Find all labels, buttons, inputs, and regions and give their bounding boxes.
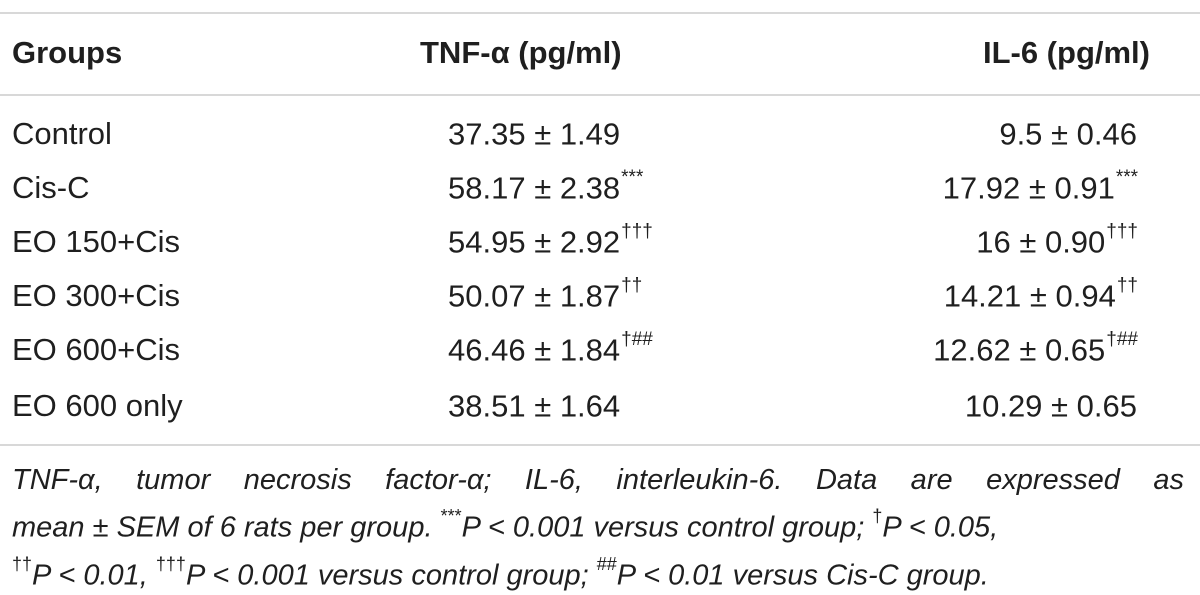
footnote-text: P < 0.001 versus control group;: [461, 511, 873, 544]
cell-il6-mark: †††: [1106, 221, 1138, 242]
cell-group: EO 600+Cis: [12, 332, 181, 367]
header-il6: IL-6 (pg/ml): [982, 35, 1150, 70]
header-groups: Groups: [12, 35, 123, 70]
cell-tnf-value: 38.51 ± 1.64: [448, 388, 621, 424]
footnote-sup: ##: [596, 553, 617, 574]
cell-group: EO 150+Cis: [12, 224, 181, 259]
cell-il6: 14.21 ± 0.94††: [943, 276, 1138, 314]
footnote-text: mean ± SEM of 6 rats per group.: [12, 511, 441, 544]
cell-il6-value: 10.29 ± 0.65: [964, 388, 1137, 424]
cell-il6-mark: ***: [1115, 167, 1138, 188]
cell-tnf: 37.35 ± 1.49: [448, 118, 621, 149]
cell-il6: 17.92 ± 0.91***: [942, 168, 1138, 206]
cell-il6-value: 12.62 ± 0.65: [933, 332, 1106, 368]
cell-il6-mark: †##: [1106, 329, 1138, 350]
cell-tnf: 50.07 ± 1.87††: [448, 276, 642, 314]
cell-group: Cis-C: [12, 170, 90, 205]
bottom-rule: [0, 444, 1200, 446]
footnote-sup: †: [872, 506, 883, 526]
cell-tnf-value: 50.07 ± 1.87: [448, 278, 621, 314]
footnote-text: P < 0.05,: [882, 511, 999, 544]
cell-il6-value: 14.21 ± 0.94: [943, 278, 1116, 314]
cell-tnf-mark: ***: [621, 167, 644, 188]
cell-group: EO 300+Cis: [12, 278, 181, 313]
cell-group: EO 600 only: [12, 388, 183, 423]
cell-il6: 10.29 ± 0.65: [965, 390, 1138, 421]
cell-tnf-value: 54.95 ± 2.92: [448, 224, 621, 260]
footnote-sup: †††: [155, 553, 186, 574]
footnote-line-2: mean ± SEM of 6 rats per group. ***P < 0…: [12, 500, 1184, 548]
cell-il6-value: 16 ± 0.90: [976, 224, 1106, 260]
table-footnote: TNF-α, tumor necrosis factor-α; IL-6, in…: [12, 460, 1184, 595]
header-tnf: TNF-α (pg/ml): [420, 35, 622, 70]
cell-il6: 16 ± 0.90†††: [976, 222, 1138, 260]
footnote-line-1: TNF-α, tumor necrosis factor-α; IL-6, in…: [12, 464, 1184, 496]
footnote-text: P < 0.001 versus control group;: [185, 559, 597, 592]
footnote-sup: ***: [440, 506, 462, 526]
top-rule: [0, 12, 1200, 14]
cell-tnf-mark: †††: [621, 221, 653, 242]
footnote-sup: ††: [12, 553, 33, 574]
cell-tnf-value: 58.17 ± 2.38: [448, 170, 621, 206]
footnote-line-3: ††P < 0.01, †††P < 0.001 versus control …: [12, 548, 1184, 595]
cell-tnf-value: 46.46 ± 1.84: [448, 332, 621, 368]
cell-tnf: 46.46 ± 1.84†##: [448, 330, 653, 368]
cell-il6-mark: ††: [1116, 275, 1138, 296]
cell-tnf: 58.17 ± 2.38***: [448, 168, 643, 206]
footnote-text: P < 0.01 versus Cis-C group.: [616, 559, 989, 592]
cell-il6-value: 17.92 ± 0.91: [942, 170, 1115, 206]
cell-tnf: 38.51 ± 1.64: [448, 390, 621, 421]
cell-tnf: 54.95 ± 2.92†††: [448, 222, 653, 260]
header-rule: [0, 94, 1200, 96]
cell-group: Control: [12, 116, 112, 151]
cell-il6-value: 9.5 ± 0.46: [999, 116, 1137, 152]
cell-tnf-mark: ††: [621, 275, 643, 296]
cell-tnf-value: 37.35 ± 1.49: [448, 116, 621, 152]
cell-il6: 9.5 ± 0.46: [999, 118, 1138, 149]
cell-tnf-mark: †##: [621, 329, 653, 350]
cell-il6: 12.62 ± 0.65†##: [933, 330, 1138, 368]
footnote-text: P < 0.01,: [32, 559, 156, 592]
